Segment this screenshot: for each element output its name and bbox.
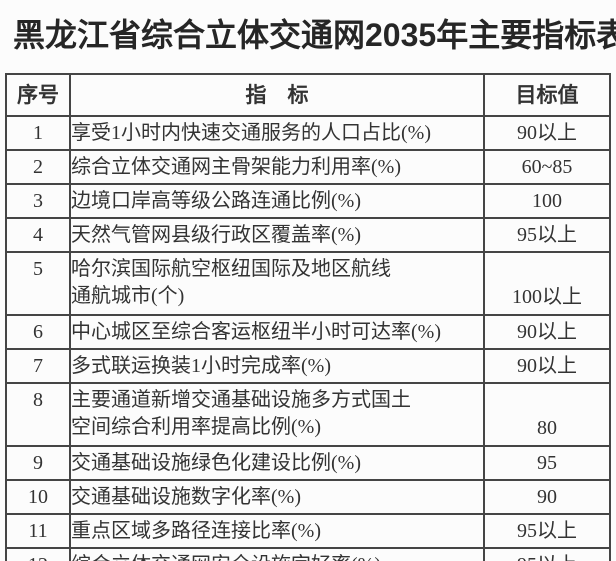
target-cell: 100 [483,183,611,219]
seq-cell: 4 [5,217,71,253]
target-cell: 95以上 [483,547,611,561]
table-row: 10 交通基础设施数字化率(%) 90 [5,479,611,515]
indicator-cell: 重点区域多路径连接比率(%) [69,513,485,549]
indicators-table: 序号 指 标 目标值 1 享受1小时内快速交通服务的人口占比(%) 90以上 2… [5,73,611,561]
target-cell: 60~85 [483,149,611,185]
seq-cell: 5 [5,251,71,316]
indicator-cell: 交通基础设施数字化率(%) [69,479,485,515]
seq-cell: 10 [5,479,71,515]
table-row: 8 主要通道新增交通基础设施多方式国土 空间综合利用率提高比例(%) 80 [5,382,611,447]
target-cell: 95以上 [483,217,611,253]
seq-cell: 7 [5,348,71,384]
seq-cell: 2 [5,149,71,185]
indicator-cell: 哈尔滨国际航空枢纽国际及地区航线 通航城市(个) [69,251,485,316]
header-target: 目标值 [483,73,611,117]
indicator-cell: 中心城区至综合客运枢纽半小时可达率(%) [69,314,485,350]
indicator-cell: 边境口岸高等级公路连通比例(%) [69,183,485,219]
page-title: 黑龙江省综合立体交通网2035年主要指标表 [13,17,616,53]
table-row: 12 综合立体交通网安全设施完好率(%) 95以上 [5,547,611,561]
seq-cell: 3 [5,183,71,219]
table-row: 4 天然气管网县级行政区覆盖率(%) 95以上 [5,217,611,253]
target-cell: 90 [483,479,611,515]
indicator-cell: 主要通道新增交通基础设施多方式国土 空间综合利用率提高比例(%) [69,382,485,447]
indicator-cell: 综合立体交通网主骨架能力利用率(%) [69,149,485,185]
target-cell: 100以上 [483,251,611,316]
indicator-cell: 多式联运换装1小时完成率(%) [69,348,485,384]
seq-cell: 9 [5,445,71,481]
target-cell: 90以上 [483,348,611,384]
target-cell: 80 [483,382,611,447]
seq-cell: 11 [5,513,71,549]
table-row: 6 中心城区至综合客运枢纽半小时可达率(%) 90以上 [5,314,611,350]
table-row: 1 享受1小时内快速交通服务的人口占比(%) 90以上 [5,115,611,151]
target-cell: 95以上 [483,513,611,549]
target-cell: 90以上 [483,314,611,350]
table-row: 5 哈尔滨国际航空枢纽国际及地区航线 通航城市(个) 100以上 [5,251,611,316]
indicator-cell: 享受1小时内快速交通服务的人口占比(%) [69,115,485,151]
indicator-cell: 天然气管网县级行政区覆盖率(%) [69,217,485,253]
table-row: 9 交通基础设施绿色化建设比例(%) 95 [5,445,611,481]
table-row: 11 重点区域多路径连接比率(%) 95以上 [5,513,611,549]
table-row: 3 边境口岸高等级公路连通比例(%) 100 [5,183,611,219]
header-seq: 序号 [5,73,71,117]
indicator-cell: 综合立体交通网安全设施完好率(%) [69,547,485,561]
target-cell: 90以上 [483,115,611,151]
seq-cell: 12 [5,547,71,561]
seq-cell: 8 [5,382,71,447]
seq-cell: 1 [5,115,71,151]
seq-cell: 6 [5,314,71,350]
indicator-cell: 交通基础设施绿色化建设比例(%) [69,445,485,481]
header-indicator: 指 标 [69,73,485,117]
table-row: 7 多式联运换装1小时完成率(%) 90以上 [5,348,611,384]
target-cell: 95 [483,445,611,481]
table-row: 2 综合立体交通网主骨架能力利用率(%) 60~85 [5,149,611,185]
table-header-row: 序号 指 标 目标值 [5,73,611,117]
